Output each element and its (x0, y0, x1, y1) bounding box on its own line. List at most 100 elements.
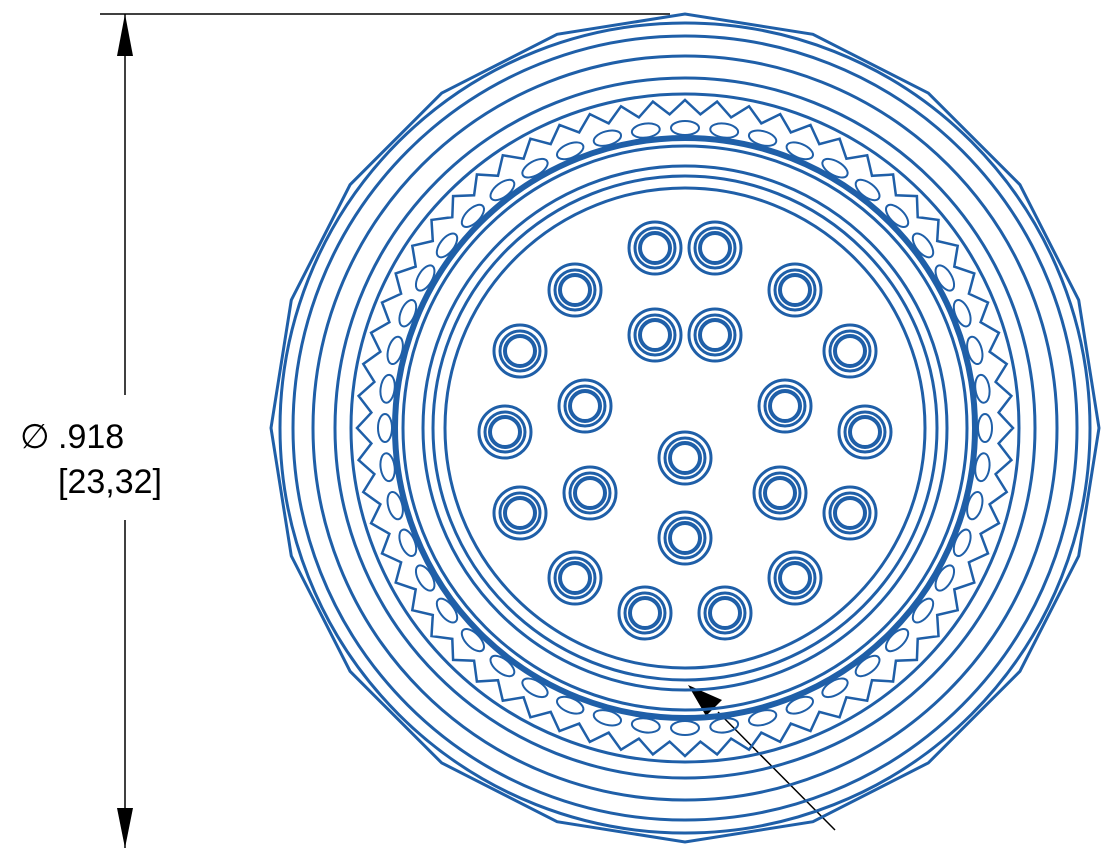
coupling-ring (311, 54, 1059, 802)
outer-ring-2 (291, 34, 1079, 822)
segment-mark (670, 720, 700, 736)
contact-socket (773, 556, 817, 600)
contact-socket (638, 318, 672, 352)
coupling-ring-2 (333, 76, 1037, 780)
segment-mark (555, 695, 585, 715)
contact-socket (758, 471, 802, 515)
insert-ring-3 (443, 186, 927, 670)
segment-mark (592, 129, 623, 147)
outer-ring (278, 21, 1092, 835)
segment-mark (398, 298, 418, 328)
contact-socket (668, 521, 702, 555)
contact-socket (623, 591, 667, 635)
contact-socket (568, 389, 602, 423)
contact-socket (553, 556, 597, 600)
contact-socket (778, 273, 812, 307)
inner-shell-thick (392, 135, 978, 721)
contact-socket (703, 591, 747, 635)
contact-socket (767, 262, 823, 318)
diameter-symbol: ∅ (20, 418, 50, 456)
contact-socket (698, 231, 732, 265)
contact-socket (757, 378, 813, 434)
contact-socket (833, 334, 867, 368)
arrow-head-bottom (117, 808, 133, 848)
contact-socket (663, 436, 707, 480)
segment-mark (555, 141, 585, 161)
insert-ring-1 (421, 164, 949, 692)
contact-socket (687, 307, 743, 363)
contact-socket (767, 550, 823, 606)
contact-socket (503, 496, 537, 530)
dimension-line (100, 13, 670, 848)
dimension-label: ∅ .918 [23,32] (20, 418, 162, 501)
arrow-head-top (117, 14, 133, 56)
segment-mark (592, 709, 623, 727)
segment-mark (377, 413, 393, 443)
outer-knurl-ring (269, 12, 1101, 844)
contact-socket (698, 318, 732, 352)
segment-mark (966, 490, 984, 521)
contact-socket (483, 410, 527, 454)
segment-mark (386, 490, 404, 521)
segment-mark (952, 298, 972, 328)
contact-socket (553, 268, 597, 312)
dimension-value-inch: .918 (58, 418, 124, 456)
contact-socket (843, 410, 887, 454)
contact-socket (708, 596, 742, 630)
contact-socket (563, 384, 607, 428)
contact-socket (828, 491, 872, 535)
contact-socket (633, 313, 677, 357)
contact-socket (837, 404, 893, 460)
dimension-value-mm: [23,32] (58, 463, 162, 501)
segment-mark (398, 528, 418, 558)
contact-socket (547, 262, 603, 318)
contact-socket (488, 415, 522, 449)
contact-socket (568, 471, 612, 515)
segment-mark (977, 413, 993, 443)
contact-socket (638, 231, 672, 265)
insert-ring-2 (431, 174, 939, 682)
contact-socket (628, 596, 662, 630)
contact-socket (547, 550, 603, 606)
contact-socket (697, 585, 753, 641)
contact-socket (778, 561, 812, 595)
contact-socket (828, 329, 872, 373)
segment-mark (386, 335, 404, 366)
segment-mark (785, 141, 815, 161)
contact-socket (668, 441, 702, 475)
segment-mark (747, 129, 778, 147)
contact-socket (833, 496, 867, 530)
contact-socket (492, 485, 548, 541)
contact-socket (763, 384, 807, 428)
contact-socket (693, 313, 737, 357)
contact-socket (627, 220, 683, 276)
contact-socket (627, 307, 683, 363)
contact-socket (822, 323, 878, 379)
inner-shell (401, 144, 969, 712)
contact-socket (477, 404, 533, 460)
contact-socket (657, 430, 713, 486)
contact-socket (557, 378, 613, 434)
contact-socket (573, 476, 607, 510)
contact-socket (848, 415, 882, 449)
contact-socket (768, 389, 802, 423)
contact-socket (492, 323, 548, 379)
segment-mark (785, 695, 815, 715)
contact-socket (663, 516, 707, 560)
contact-socket (617, 585, 673, 641)
contact-socket (752, 465, 808, 521)
contact-socket (503, 334, 537, 368)
contact-socket (498, 491, 542, 535)
coupling-ring-3 (349, 92, 1021, 764)
segment-mark (670, 120, 700, 136)
segment-mark (952, 528, 972, 558)
segment-mark (747, 709, 778, 727)
contact-socket (773, 268, 817, 312)
connector-body (269, 12, 1101, 844)
contact-socket (657, 510, 713, 566)
contact-socket (562, 465, 618, 521)
contact-socket (822, 485, 878, 541)
contact-socket (558, 273, 592, 307)
contact-socket (558, 561, 592, 595)
